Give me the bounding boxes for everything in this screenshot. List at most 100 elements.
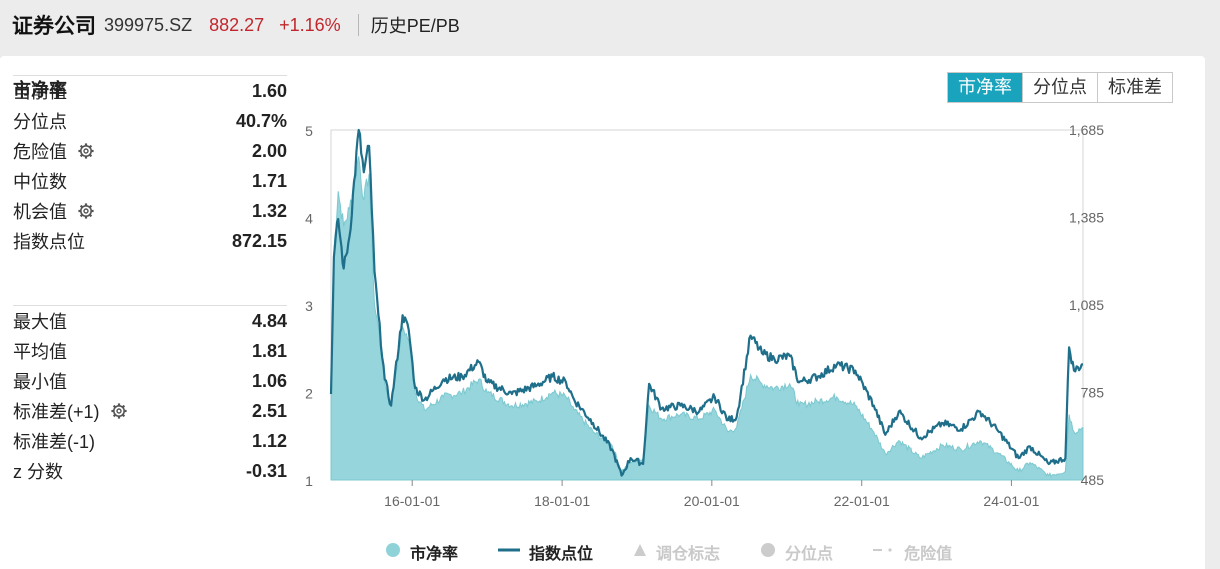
legend-label: 危险值 bbox=[904, 546, 953, 563]
legend-item[interactable]: 调仓标志 bbox=[633, 540, 720, 564]
stat-label-text: 中位数 bbox=[13, 172, 67, 192]
stat-row: 当前值 1.60 bbox=[13, 76, 287, 106]
legend-swatch-icon bbox=[760, 542, 776, 563]
x-tick-label: 22-01-01 bbox=[834, 493, 890, 509]
stat-row: 机会值 1.32 bbox=[13, 196, 287, 226]
stat-label: z 分数 bbox=[13, 458, 63, 484]
stat-row: 标准差(-1) 1.12 bbox=[13, 426, 287, 456]
index-name: 证券公司 bbox=[12, 15, 96, 38]
stat-label-text: 危险值 bbox=[13, 142, 67, 162]
legend-swatch-icon bbox=[385, 542, 401, 563]
legend-swatch-icon bbox=[873, 542, 895, 563]
stat-label-text: 最小值 bbox=[13, 372, 67, 392]
legend-item[interactable]: 分位点 bbox=[760, 540, 833, 564]
stat-value: 1.81 bbox=[251, 340, 287, 361]
chart-legend: 市净率 指数点位 调仓标志 分位点 危险值 bbox=[385, 540, 992, 564]
x-tick-label: 18-01-01 bbox=[534, 493, 590, 509]
y-left-tick-label: 5 bbox=[305, 123, 313, 139]
stat-value: 1.12 bbox=[251, 430, 287, 451]
pb-area-series bbox=[330, 156, 1084, 481]
stat-label: 危险值 bbox=[13, 138, 95, 164]
y-right-tick-label: 785 bbox=[1081, 385, 1105, 401]
index-line-series bbox=[329, 128, 1084, 477]
gear-icon[interactable] bbox=[77, 142, 95, 160]
index-change: +1.16% bbox=[279, 14, 341, 35]
stat-row: z 分数 -0.31 bbox=[13, 456, 287, 486]
stat-label: 标准差(+1) bbox=[13, 398, 128, 424]
valuation-panel: 市净率 市净率 分位点 标准差 bbox=[0, 56, 1205, 569]
gear-icon[interactable] bbox=[77, 202, 95, 220]
stat-row: 最大值 4.84 bbox=[13, 306, 287, 336]
stat-value: 1.06 bbox=[251, 370, 287, 391]
gear-icon[interactable] bbox=[110, 402, 128, 420]
stat-label: 当前值 bbox=[13, 78, 67, 104]
stat-row: 平均值 1.81 bbox=[13, 336, 287, 366]
legend-swatch-icon bbox=[633, 543, 647, 562]
history-pe-pb-tab[interactable]: 历史PE/PB bbox=[370, 16, 460, 36]
stat-value: -0.31 bbox=[245, 460, 287, 481]
stat-row: 危险值 2.00 bbox=[13, 136, 287, 166]
legend-label: 指数点位 bbox=[529, 546, 594, 563]
stat-label: 最小值 bbox=[13, 368, 67, 394]
metric-tab-group: 市净率 分位点 标准差 bbox=[947, 72, 1173, 103]
stat-label: 最大值 bbox=[13, 308, 67, 334]
y-right-tick-label: 1,685 bbox=[1069, 122, 1104, 138]
stat-value: 872.15 bbox=[231, 230, 287, 251]
legend-label: 分位点 bbox=[785, 546, 834, 563]
stat-value: 1.60 bbox=[251, 80, 287, 101]
legend-item[interactable]: 指数点位 bbox=[498, 540, 593, 564]
header-bar: 证券公司 399975.SZ 882.27 +1.16% 历史PE/PB bbox=[0, 0, 1220, 50]
stats-current: 当前值 1.60 分位点 40.7% 危险值 2.00 中位数 1.71 机会值 1.32 指数点位… bbox=[13, 75, 287, 256]
index-price: 882.27 bbox=[209, 14, 265, 35]
stat-value: 2.51 bbox=[251, 400, 287, 421]
tab-pb[interactable]: 市净率 bbox=[948, 73, 1022, 102]
y-left-tick-label: 1 bbox=[305, 473, 313, 489]
stat-value: 1.71 bbox=[251, 170, 287, 191]
stat-row: 标准差(+1) 2.51 bbox=[13, 396, 287, 426]
stat-label-text: 机会值 bbox=[13, 202, 67, 222]
stat-row: 最小值 1.06 bbox=[13, 366, 287, 396]
legend-item[interactable]: 市净率 bbox=[385, 540, 458, 564]
x-tick-label: 20-01-01 bbox=[684, 493, 740, 509]
stat-value: 40.7% bbox=[235, 110, 287, 131]
legend-label: 市净率 bbox=[410, 546, 459, 563]
x-tick-label: 16-01-01 bbox=[384, 493, 440, 509]
tab-percentile[interactable]: 分位点 bbox=[1022, 73, 1097, 102]
y-right-tick-label: 1,385 bbox=[1069, 210, 1104, 226]
legend-item[interactable]: 危险值 bbox=[873, 540, 952, 564]
stat-label-text: 指数点位 bbox=[13, 232, 85, 252]
stat-row: 指数点位 872.15 bbox=[13, 226, 287, 256]
stat-label: 标准差(-1) bbox=[13, 428, 95, 454]
stat-row: 中位数 1.71 bbox=[13, 166, 287, 196]
stat-label-text: 最大值 bbox=[13, 312, 67, 332]
stat-value: 1.32 bbox=[251, 200, 287, 221]
stat-label-text: 标准差(+1) bbox=[13, 402, 100, 422]
y-left-tick-label: 2 bbox=[305, 386, 313, 402]
y-left-tick-label: 3 bbox=[305, 298, 313, 314]
pb-history-chart[interactable]: 1 2 3 4 5 485 785 1,085 1,385 1,685 16-01-01 18-01-… bbox=[296, 116, 1106, 516]
legend-label: 调仓标志 bbox=[656, 546, 721, 563]
stat-label-text: 标准差(-1) bbox=[13, 432, 95, 452]
y-right-tick-label: 1,085 bbox=[1069, 297, 1104, 313]
stat-label-text: z 分数 bbox=[13, 462, 64, 482]
stat-label: 分位点 bbox=[13, 108, 67, 134]
stats-range: 最大值 4.84 平均值 1.81 最小值 1.06 标准差(+1) 2.51 标准差(-1) 1… bbox=[13, 305, 287, 486]
tab-std-dev[interactable]: 标准差 bbox=[1097, 73, 1172, 102]
stat-label-text: 当前值 bbox=[13, 82, 67, 102]
legend-swatch-icon bbox=[498, 542, 521, 563]
y-left-tick-label: 4 bbox=[305, 211, 313, 227]
stat-row: 分位点 40.7% bbox=[13, 106, 287, 136]
stat-label: 指数点位 bbox=[13, 228, 85, 254]
stat-value: 2.00 bbox=[251, 140, 287, 161]
header-divider bbox=[357, 14, 359, 36]
stat-value: 4.84 bbox=[251, 310, 287, 331]
stat-label: 平均值 bbox=[13, 338, 67, 364]
index-code: 399975.SZ bbox=[104, 14, 193, 35]
stat-label-text: 平均值 bbox=[13, 342, 67, 362]
stat-label: 中位数 bbox=[13, 168, 67, 194]
stat-label: 机会值 bbox=[13, 198, 95, 224]
y-right-tick-label: 485 bbox=[1081, 472, 1105, 488]
stat-label-text: 分位点 bbox=[13, 112, 67, 132]
panel-title: 市净率 bbox=[13, 80, 67, 100]
x-tick-label: 24-01-01 bbox=[983, 493, 1039, 509]
